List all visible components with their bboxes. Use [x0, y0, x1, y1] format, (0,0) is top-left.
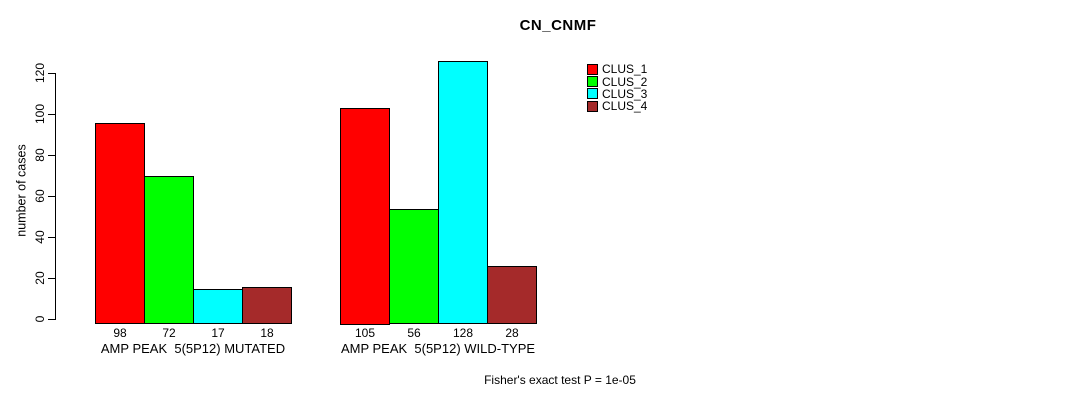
y-tick: [48, 277, 55, 279]
bar-clus_4-group2: [487, 266, 537, 325]
y-tick: [48, 318, 55, 320]
y-tick: [48, 113, 55, 115]
x-category-label: AMP PEAK 5(5P12) WILD-TYPE: [340, 341, 536, 356]
x-category-label: AMP PEAK 5(5P12) MUTATED: [100, 341, 286, 356]
y-tick: [48, 195, 55, 197]
legend-label: CLUS_3: [602, 86, 648, 101]
bar-clus_3-group2: [438, 61, 488, 325]
bar-value-label: 72: [162, 326, 176, 340]
fisher-test-note: Fisher's exact test P = 1e-05: [484, 373, 636, 387]
y-tick-label: 100: [33, 103, 47, 124]
legend-swatch-clus_3: [587, 88, 598, 100]
bar-clus_2-group1: [144, 175, 194, 325]
bar-value-label: 105: [354, 326, 376, 340]
y-axis-title: number of cases: [14, 144, 29, 237]
legend-item: CLUS_4: [587, 100, 647, 112]
y-tick-label: 20: [33, 270, 47, 285]
y-tick-label: 40: [33, 229, 47, 244]
y-tick-label: 60: [33, 188, 47, 203]
bar-value-label: 18: [260, 326, 274, 340]
y-tick-label: 80: [33, 147, 47, 162]
legend-swatch-clus_1: [587, 63, 598, 75]
bar-value-label: 56: [407, 326, 421, 340]
bar-clus_1-group1: [95, 122, 145, 325]
legend-label: CLUS_1: [602, 62, 648, 77]
legend-item: CLUS_1: [587, 63, 647, 75]
bar-clus_3-group1: [193, 288, 243, 325]
bar-value-label: 128: [452, 326, 474, 340]
bar-value-label: 17: [211, 326, 225, 340]
y-tick: [48, 154, 55, 156]
y-tick-label: 0: [33, 315, 47, 322]
legend: CLUS_1 CLUS_2 CLUS_3 CLUS_4: [587, 63, 647, 113]
legend-label: CLUS_4: [602, 99, 648, 114]
bar-clus_2-group2: [389, 208, 439, 325]
legend-label: CLUS_2: [602, 74, 648, 89]
legend-swatch-clus_4: [587, 100, 598, 112]
legend-swatch-clus_2: [587, 76, 598, 88]
y-axis-line: [55, 72, 56, 320]
y-tick-label: 120: [33, 62, 47, 83]
legend-item: CLUS_3: [587, 88, 647, 100]
bar-value-label: 28: [505, 326, 519, 340]
bar-clus_4-group1: [242, 286, 292, 325]
legend-item: CLUS_2: [587, 74, 648, 89]
y-tick: [48, 236, 55, 238]
bar-clus_1-group2: [340, 108, 390, 325]
chart-title: CN_CNMF: [519, 17, 597, 34]
bar-value-label: 98: [113, 326, 127, 340]
y-tick: [48, 72, 55, 74]
